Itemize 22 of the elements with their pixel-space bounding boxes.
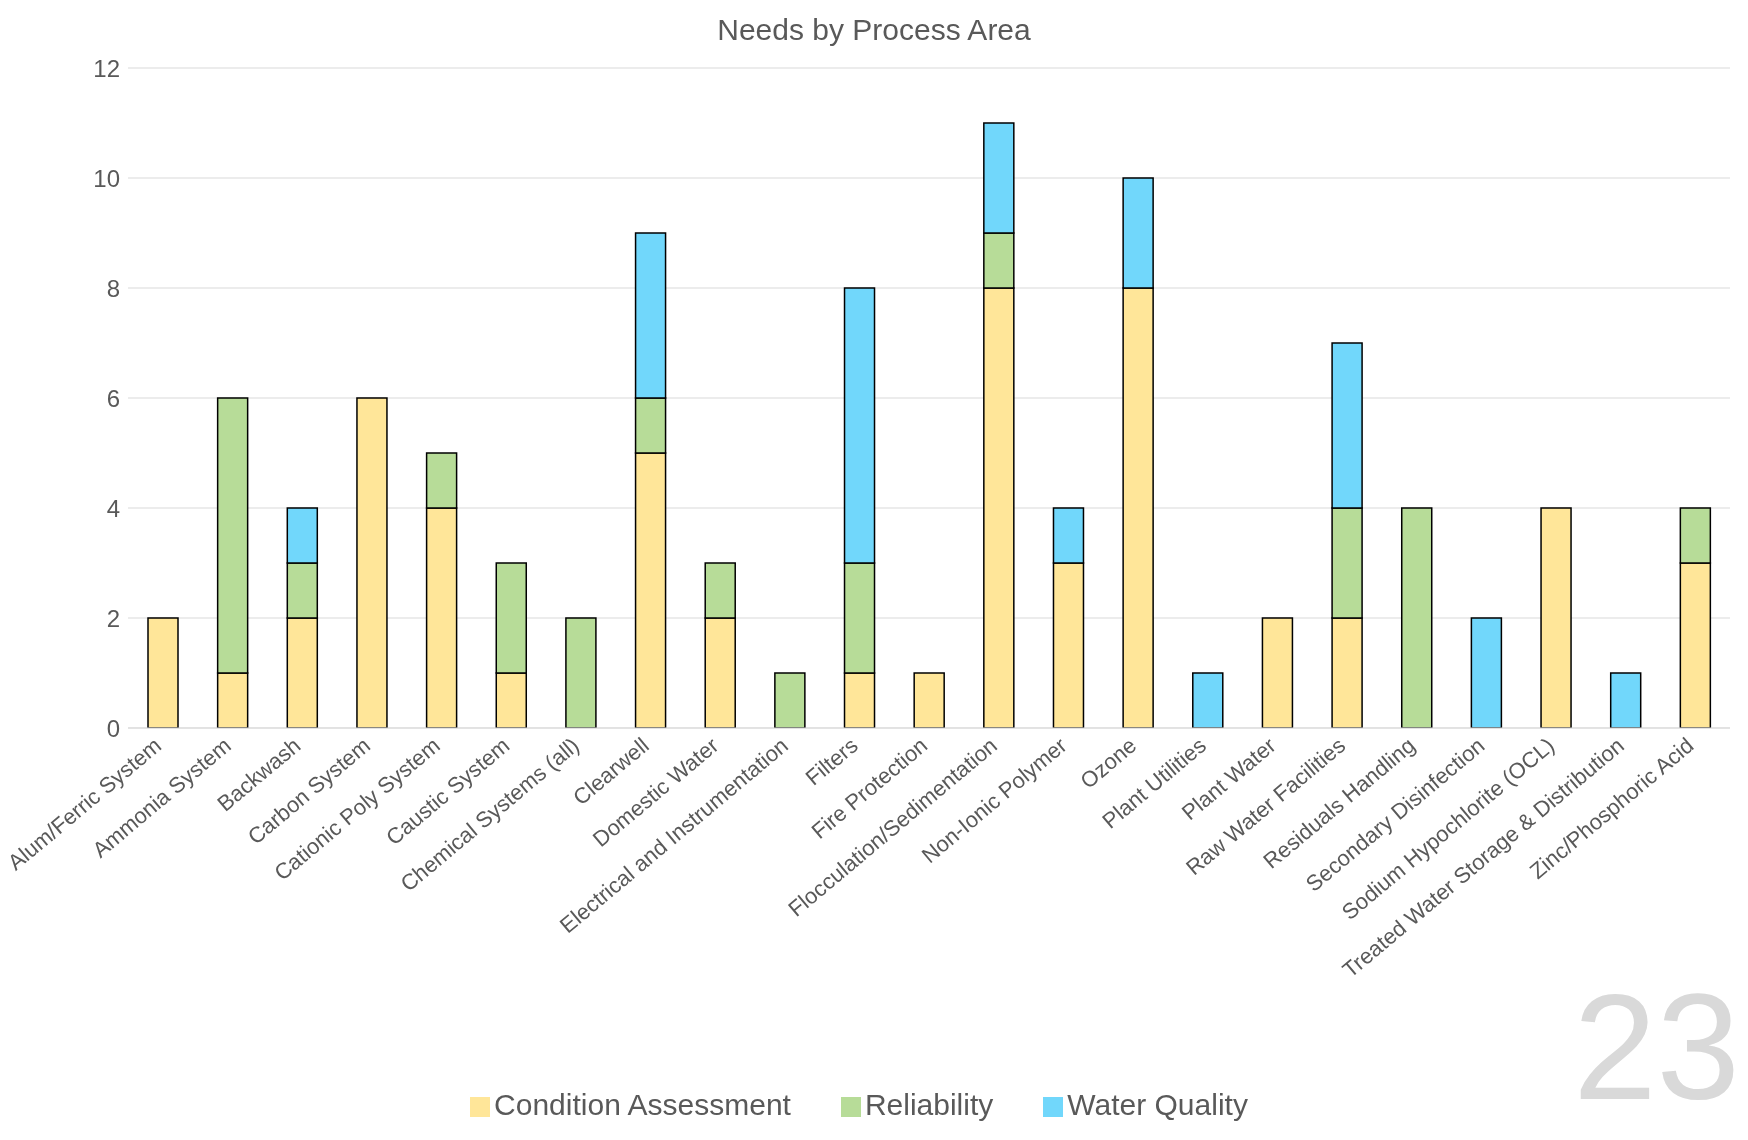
chart-title: Needs by Process Area [716,12,1032,48]
bar [1609,672,1642,728]
y-tick-label: 8 [106,274,120,302]
y-tick-label: 12 [93,54,120,82]
bar [1470,617,1503,728]
legend-label: Water Quality [1067,1088,1248,1121]
y-tick-label: 6 [106,384,120,412]
bar [913,672,945,728]
bar [565,617,597,728]
bar [356,397,388,728]
y-tick-label: 0 [106,714,120,742]
legend-label: Condition Assessment [494,1088,791,1121]
legend-label: Reliability [864,1088,994,1121]
y-tick-label: 10 [93,164,120,192]
bar [147,617,179,728]
bar [1540,507,1572,728]
bar [1192,672,1224,728]
y-tick-label: 2 [106,604,120,632]
y-tick-label: 4 [106,494,120,522]
bar [774,672,806,728]
bar [1400,507,1433,728]
bar [1261,617,1294,728]
